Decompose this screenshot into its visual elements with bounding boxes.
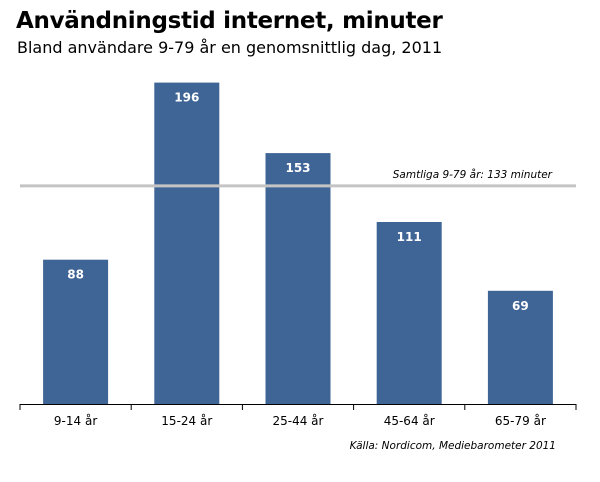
- bar-value-label-2: 196: [174, 91, 199, 105]
- source-note: Källa: Nordicom, Mediebarometer 2011: [349, 440, 556, 452]
- bar-value-label-5: 69: [512, 299, 529, 313]
- bar-3: [265, 153, 331, 404]
- bar-value-label-3: 153: [285, 161, 310, 175]
- bar-value-label-4: 111: [397, 230, 422, 244]
- bars-layer: 88 196 153 111 69: [43, 82, 553, 404]
- x-tick-label-2: 15-24 år: [161, 414, 212, 428]
- chart-subtitle: Bland användare 9-79 år en genomsnittlig…: [17, 38, 443, 57]
- bar-value-label-1: 88: [67, 268, 84, 282]
- bar-4: [376, 222, 442, 404]
- reference-line-layer: Samtliga 9-79 år: 133 minuter: [20, 168, 576, 188]
- x-axis: 9-14 år 15-24 år 25-44 år 45-64 år 65-79 år: [19, 404, 577, 428]
- x-tick-label-3: 25-44 år: [273, 414, 324, 428]
- bar-5: [487, 290, 553, 404]
- bar-1: [43, 259, 109, 404]
- x-tick-label-5: 65-79 år: [495, 414, 546, 428]
- x-tick-label-4: 45-64 år: [384, 414, 435, 428]
- chart-title: Användningstid internet, minuter: [16, 8, 443, 34]
- x-tick-label-1: 9-14 år: [54, 414, 97, 428]
- bar-2: [154, 82, 220, 404]
- reference-line-label: Samtliga 9-79 år: 133 minuter: [393, 168, 553, 181]
